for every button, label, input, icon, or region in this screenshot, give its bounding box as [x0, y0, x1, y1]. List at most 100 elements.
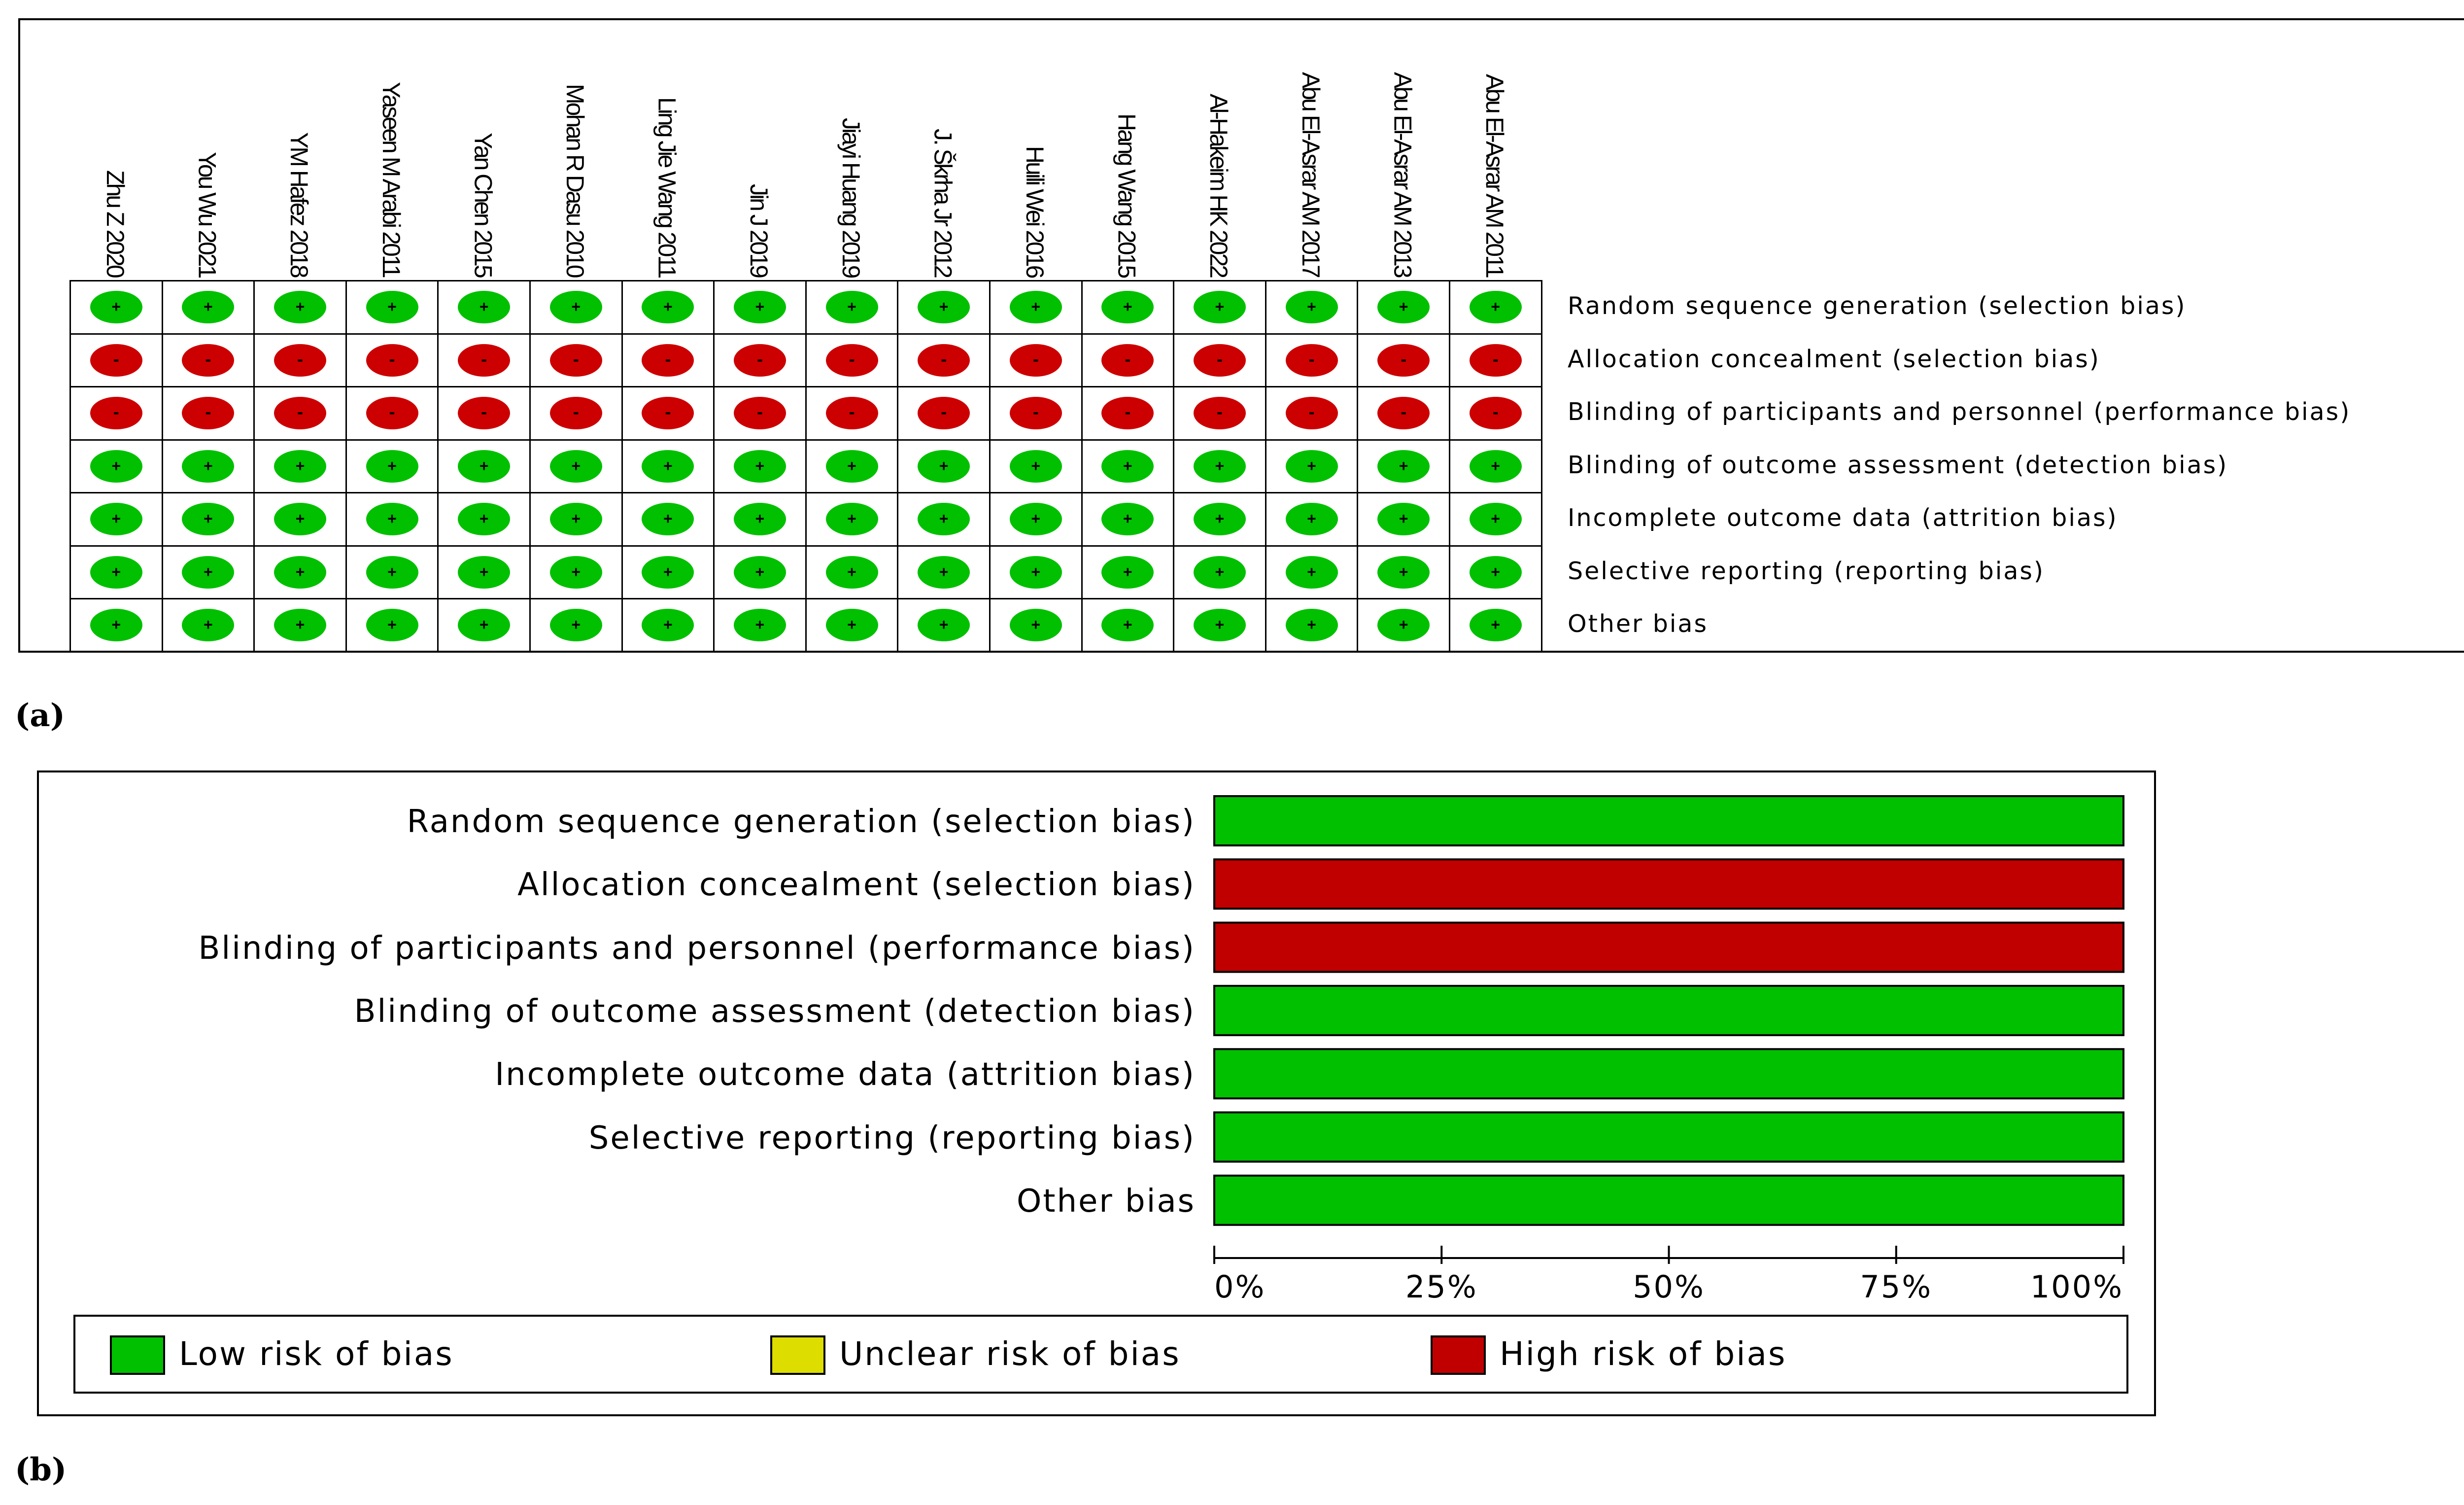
judgement-symbol: - [204, 351, 213, 369]
low-risk-dot: + [549, 450, 602, 483]
high-risk-dot: - [90, 397, 142, 430]
judgement-cell: + [1265, 439, 1359, 493]
category-label: Allocation concealment (selection bias) [517, 867, 1196, 904]
judgement-cell: - [805, 386, 899, 441]
study-label-text: YM Hafez 2018 [285, 132, 313, 277]
judgement-cell: - [713, 386, 807, 441]
judgement-symbol: + [1215, 457, 1224, 475]
judgement-symbol: + [939, 563, 949, 581]
judgement-cell: + [437, 439, 531, 493]
judgement-symbol: + [1491, 616, 1500, 634]
low-risk-dot: + [458, 450, 511, 483]
low-risk-dot: + [1285, 503, 1338, 536]
low-risk-dot: + [733, 291, 786, 324]
judgement-cell: + [437, 280, 531, 335]
low-risk-dot: + [366, 556, 418, 589]
judgement-cell: + [69, 280, 163, 335]
low-risk-dot: + [182, 450, 235, 483]
low-risk-dot: + [642, 291, 694, 324]
judgement-symbol: - [387, 404, 397, 422]
judgement-symbol: + [111, 457, 121, 475]
study-label-text: Yan Chen 2015 [469, 133, 497, 277]
legend-swatch [110, 1335, 165, 1375]
judgement-cell: + [253, 492, 347, 547]
high-risk-dot: - [549, 397, 602, 430]
summary-row: + + + + + + + + + + + + + + + + [69, 280, 1542, 335]
judgement-symbol: - [1399, 404, 1408, 422]
judgement-symbol: + [479, 563, 489, 581]
judgement-cell: - [1081, 386, 1175, 441]
judgement-symbol: + [1307, 457, 1316, 475]
low-risk-dot: + [549, 609, 602, 642]
judgement-symbol: + [479, 510, 489, 528]
low-risk-dot: + [825, 556, 878, 589]
low-risk-dot: + [918, 450, 970, 483]
judgement-symbol: + [663, 616, 673, 634]
low-risk-dot: + [366, 291, 418, 324]
judgement-symbol: + [755, 563, 764, 581]
judgement-symbol: - [755, 351, 764, 369]
judgement-symbol: - [1307, 404, 1316, 422]
low-risk-dot: + [366, 503, 418, 536]
study-label: Yan Chen 2015 [437, 50, 529, 277]
panel-b-caption: (b) [15, 1451, 67, 1488]
judgement-cell: + [1448, 492, 1542, 547]
high-risk-dot: - [1193, 397, 1246, 430]
low-risk-dot: + [1469, 291, 1522, 324]
x-tick-label: 0% [1214, 1269, 1266, 1305]
judgement-symbol: + [1031, 457, 1040, 475]
study-label-text: You Wu 2021 [193, 151, 221, 277]
judgement-symbol: + [1491, 510, 1500, 528]
judgement-symbol: + [755, 616, 764, 634]
judgement-cell: - [161, 333, 255, 387]
study-label-text: Abu El-Asrar AM 2017 [1297, 72, 1325, 277]
x-tick-label: 75% [1860, 1269, 1932, 1305]
judgement-symbol: + [1491, 298, 1500, 316]
judgement-cell: + [69, 439, 163, 493]
judgement-cell: - [989, 333, 1083, 387]
judgement-cell: + [1357, 280, 1450, 335]
judgement-symbol: + [479, 616, 489, 634]
low-risk-dot: + [274, 503, 326, 536]
judgement-symbol: - [1215, 351, 1224, 369]
judgement-symbol: - [1491, 404, 1500, 422]
low-risk-dot: + [458, 503, 511, 536]
judgement-symbol: - [111, 404, 121, 422]
judgement-symbol: + [1215, 616, 1224, 634]
judgement-cell: + [345, 492, 439, 547]
judgement-cell: - [437, 386, 531, 441]
low-risk-dot: + [825, 503, 878, 536]
bar-segment [1213, 858, 2124, 910]
low-risk-dot: + [274, 450, 326, 483]
judgement-symbol: + [571, 457, 581, 475]
judgement-cell: + [805, 439, 899, 493]
judgement-cell: - [713, 333, 807, 387]
study-label-text: Yaseen M Arabi 2011 [377, 82, 405, 277]
judgement-cell: + [1448, 545, 1542, 599]
judgement-symbol: + [1307, 298, 1316, 316]
judgement-cell: + [713, 280, 807, 335]
low-risk-dot: + [182, 503, 235, 536]
study-label: Jin J 2019 [713, 50, 805, 277]
low-risk-dot: + [90, 450, 142, 483]
low-risk-dot: + [918, 609, 970, 642]
judgement-symbol: - [663, 404, 673, 422]
judgement-cell: + [989, 280, 1083, 335]
domain-label: Other bias [1568, 610, 1708, 638]
judgement-symbol: + [939, 616, 949, 634]
judgement-cell: + [253, 280, 347, 335]
judgement-symbol: - [939, 351, 949, 369]
judgement-cell: + [1081, 598, 1175, 653]
low-risk-dot: + [1101, 556, 1154, 589]
domain-label: Random sequence generation (selection bi… [1568, 292, 2187, 320]
judgement-cell: + [1448, 439, 1542, 493]
low-risk-dot: + [549, 556, 602, 589]
judgement-symbol: + [387, 616, 397, 634]
judgement-symbol: + [387, 298, 397, 316]
judgement-symbol: - [1491, 351, 1500, 369]
low-risk-dot: + [918, 291, 970, 324]
judgement-symbol: + [1399, 298, 1408, 316]
study-label-text: Ling Jie Wang 2011 [653, 97, 681, 277]
judgement-cell: + [713, 439, 807, 493]
judgement-cell: + [161, 280, 255, 335]
